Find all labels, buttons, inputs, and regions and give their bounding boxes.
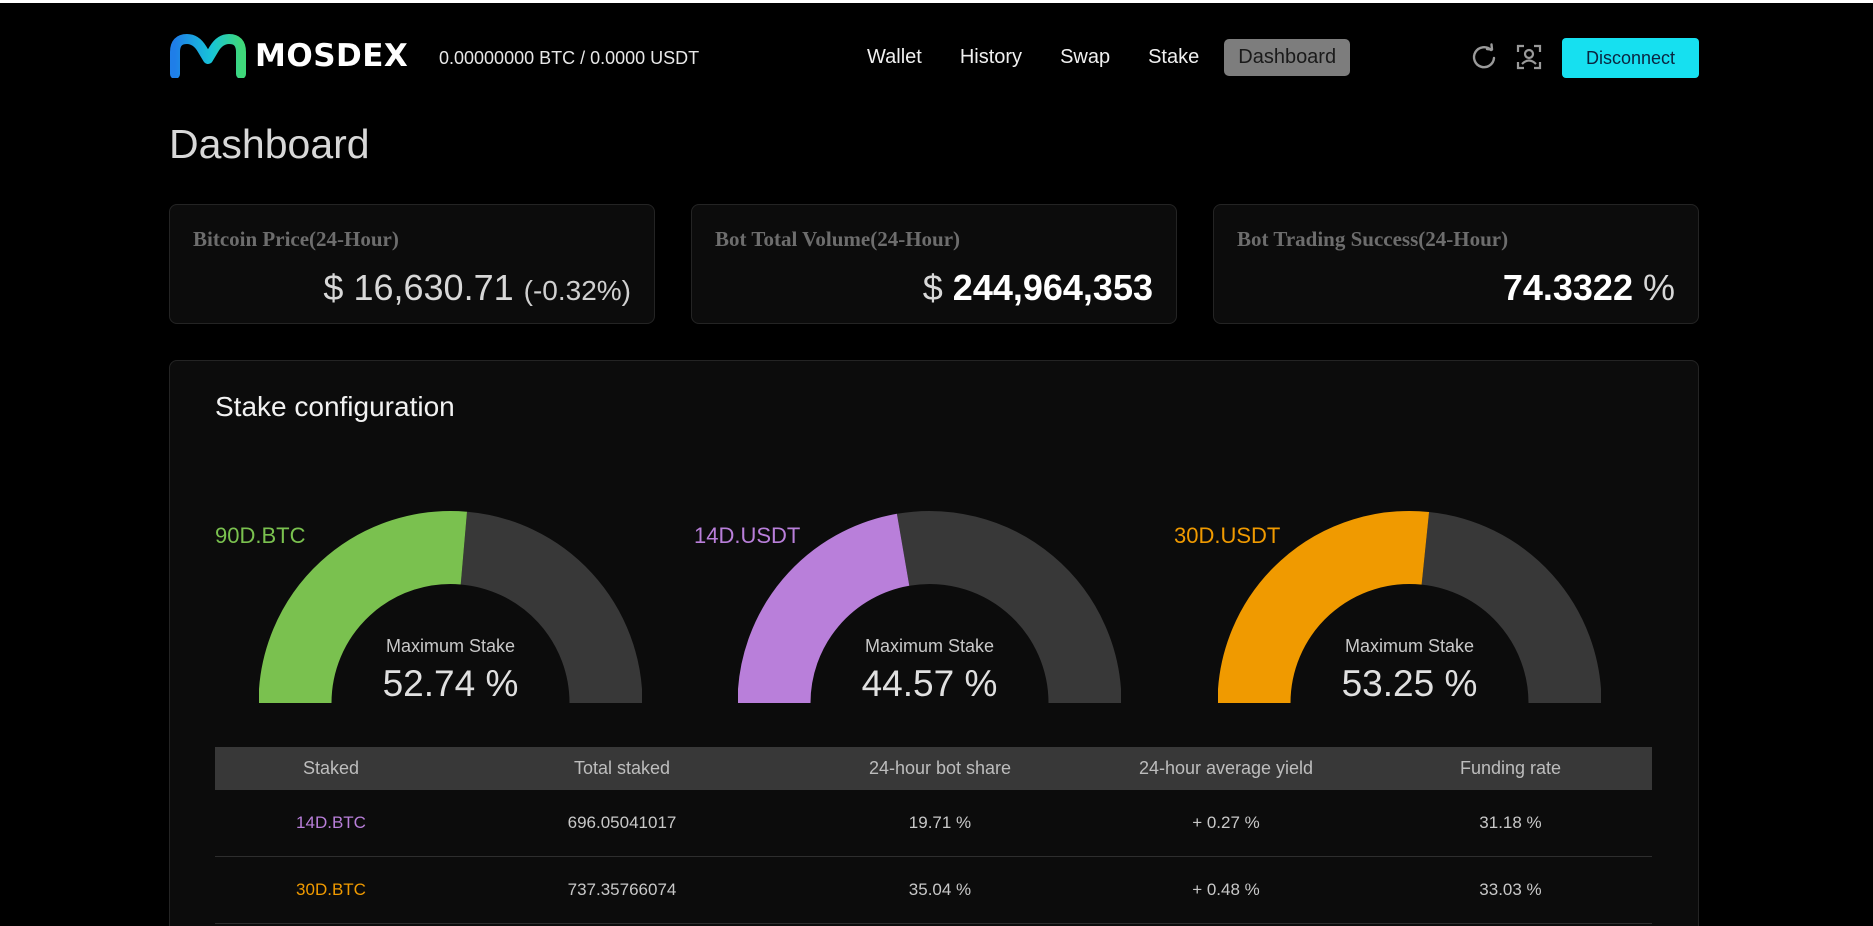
gauge-30d-usdt: 30D.USDT Maximum Stake 53.25 % — [1174, 361, 1601, 704]
cell-total-staked: 737.35766074 — [567, 880, 677, 899]
gauge-90d-btc: 90D.BTC Maximum Stake 52.74 % — [215, 361, 642, 704]
cell-total-staked: 696.05041017 — [567, 813, 677, 832]
gauge-chart — [259, 511, 642, 703]
gauge-label: 30D.USDT — [1174, 523, 1281, 548]
nav-dashboard[interactable]: Dashboard — [1224, 39, 1351, 76]
column-header-bot-share[interactable]: 24-hour bot share — [868, 758, 1012, 778]
stat-value: 74.3322 % — [1503, 267, 1675, 309]
currency-symbol: $ — [922, 267, 943, 308]
cell-funding-rate: 33.03 % — [1479, 880, 1542, 899]
gauge-chart — [738, 511, 1121, 703]
gauge-track — [1420, 512, 1601, 703]
gauge-14d-usdt: 14D.USDT Maximum Stake 44.57 % — [694, 361, 1121, 704]
cell-bot-share: 35.04 % — [908, 880, 972, 899]
logo-mark-icon — [170, 34, 246, 78]
disconnect-button[interactable]: Disconnect — [1562, 38, 1699, 78]
gauge-label: 14D.USDT — [694, 523, 801, 548]
gauge-track — [896, 511, 1121, 703]
column-header-average-yield[interactable]: 24-hour average yield — [1138, 758, 1314, 778]
cell-average-yield: + 0.48 % — [1192, 880, 1260, 899]
gauge-value: 44.57 % — [861, 663, 998, 704]
cell-staked: 30D.BTC — [296, 880, 366, 899]
user-frame-icon[interactable] — [1515, 43, 1543, 71]
column-header-funding-rate[interactable]: Funding rate — [1459, 758, 1562, 778]
gauge-caption: Maximum Stake — [385, 636, 516, 656]
stake-title: Stake configuration — [215, 391, 455, 422]
cell-funding-rate: 31.18 % — [1479, 813, 1542, 832]
gauge-value: 53.25 % — [1341, 663, 1478, 704]
page-title: Dashboard — [169, 121, 370, 167]
stake-table: Staked Total staked 24-hour bot share 24… — [215, 747, 1652, 924]
cell-bot-share: 19.71 % — [908, 813, 972, 832]
nav-wallet[interactable]: Wallet — [867, 46, 922, 68]
gauge-fill — [259, 511, 467, 703]
gauge-caption: Maximum Stake — [864, 636, 995, 656]
logo-text: MOSDEX — [255, 38, 409, 74]
gauge-fill — [1218, 511, 1430, 703]
stat-label: Bot Trading Success(24-Hour) — [1237, 227, 1509, 251]
stake-configuration-panel: Stake configuration 90D.BTC Maximum Stak… — [169, 360, 1699, 926]
logo[interactable]: MOSDEX — [169, 33, 408, 79]
gauge-chart — [1218, 511, 1601, 703]
stat-card-bot-volume: Bot Total Volume(24-Hour) $ 244,964,353 — [691, 204, 1177, 324]
gauge-value: 52.74 % — [382, 663, 519, 704]
nav-swap[interactable]: Swap — [1060, 46, 1111, 68]
cell-staked: 14D.BTC — [296, 813, 366, 832]
wallet-balance: 0.00000000 BTC / 0.0000 USDT — [439, 48, 700, 68]
nav-stake[interactable]: Stake — [1148, 46, 1200, 68]
gauge-track — [459, 511, 642, 703]
gauge-caption: Maximum Stake — [1344, 636, 1475, 656]
table-header: Staked Total staked 24-hour bot share 24… — [215, 747, 1652, 790]
gauge-label: 90D.BTC — [215, 523, 306, 548]
stat-change: (-0.32%) — [523, 275, 631, 306]
table-row[interactable]: 14D.BTC 696.05041017 19.71 % + 0.27 % 31… — [215, 790, 1652, 857]
cell-average-yield: + 0.27 % — [1192, 813, 1260, 832]
stat-card-bot-success: Bot Trading Success(24-Hour) 74.3322 % — [1213, 204, 1699, 324]
stat-number: 16,630.71 — [353, 267, 514, 308]
stat-card-bitcoin-price: Bitcoin Price(24-Hour) $ 16,630.71 (-0.3… — [169, 204, 655, 324]
main-container: MOSDEX 0.00000000 BTC / 0.0000 USDT Wall… — [169, 3, 1699, 926]
gauge-fill — [738, 513, 911, 703]
top-bar: MOSDEX 0.00000000 BTC / 0.0000 USDT Wall… — [169, 3, 1699, 113]
table-row[interactable]: 30D.BTC 737.35766074 35.04 % + 0.48 % 33… — [215, 857, 1652, 924]
stat-label: Bitcoin Price(24-Hour) — [193, 227, 399, 251]
stat-value: $ 16,630.71 (-0.32%) — [323, 267, 631, 309]
stat-unit: % — [1642, 267, 1675, 308]
stat-label: Bot Total Volume(24-Hour) — [715, 227, 961, 251]
nav-history[interactable]: History — [959, 46, 1023, 68]
stat-number: 74.3322 — [1502, 267, 1633, 308]
stat-value: $ 244,964,353 — [923, 267, 1153, 309]
refresh-icon[interactable] — [1470, 43, 1498, 71]
column-header-staked[interactable]: Staked — [302, 758, 360, 778]
currency-symbol: $ — [323, 267, 344, 308]
main-nav: Wallet History Swap Stake Dashboard — [854, 39, 1362, 76]
column-header-total-staked[interactable]: Total staked — [573, 758, 671, 778]
stat-number: 244,964,353 — [952, 267, 1153, 308]
